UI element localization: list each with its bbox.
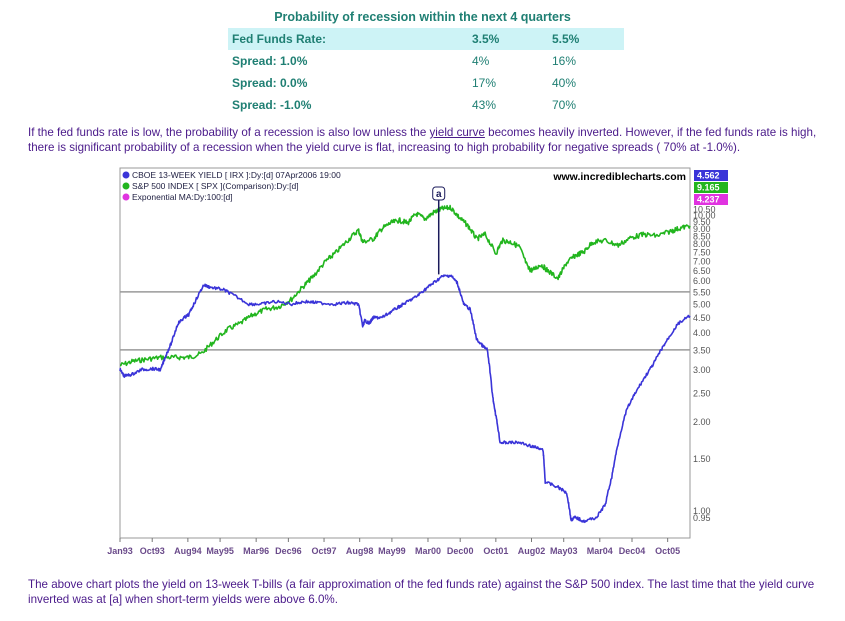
legend-entry: Exponential MA:Dy:100:[d] <box>132 192 233 202</box>
last-value-label: 4.562 <box>697 171 720 181</box>
x-tick-label: Oct97 <box>312 546 337 556</box>
y-tick-label: 5.00 <box>693 300 711 310</box>
x-tick-label: Mar96 <box>243 546 269 556</box>
x-tick-label: Aug94 <box>174 546 202 556</box>
probability-cell: 4% <box>472 54 490 68</box>
last-value-label: 4.237 <box>697 195 720 205</box>
probability-cell: 17% <box>472 76 497 90</box>
y-tick-label: 0.95 <box>693 513 711 523</box>
probability-header-row: Fed Funds Rate: 3.5% 5.5% <box>228 28 624 50</box>
last-value-badge <box>694 182 728 193</box>
x-tick-label: Jan93 <box>107 546 133 556</box>
legend-marker <box>122 182 130 190</box>
spread-label: Spread: 0.0% <box>232 76 308 90</box>
y-tick-label: 1.50 <box>693 454 711 464</box>
annotation-box <box>432 186 446 201</box>
y-tick-label: 10.50 <box>693 204 716 214</box>
y-tick-label: 7.50 <box>693 247 711 257</box>
last-value-label: 9.165 <box>697 183 720 193</box>
yield-curve-link[interactable]: yield curve <box>429 126 485 139</box>
legend-marker <box>122 193 130 201</box>
irx-series-line <box>119 274 691 524</box>
probability-row: Spread: -1.0% 43% 70% <box>228 94 624 116</box>
last-value-badge <box>694 194 728 205</box>
y-tick-label: 7.00 <box>693 256 711 266</box>
probability-cell: 70% <box>552 98 577 112</box>
y-tick-label: 4.00 <box>693 328 711 338</box>
probability-cell: 43% <box>472 98 497 112</box>
legend-entry: S&P 500 INDEX [ SPX ](Comparison):Dy:[d] <box>132 181 299 191</box>
x-tick-label: May95 <box>206 546 234 556</box>
y-tick-label: 1.00 <box>693 506 711 516</box>
legend-entry: CBOE 13-WEEK YIELD [ IRX ]:Dy:[d] 07Apr2… <box>132 170 341 180</box>
y-tick-label: 4.50 <box>693 313 711 323</box>
x-tick-label: Dec04 <box>619 546 646 556</box>
plot-frame <box>119 167 691 539</box>
y-tick-label: 10.00 <box>693 211 716 221</box>
y-tick-label: 2.50 <box>693 389 711 399</box>
x-tick-label: Mar04 <box>587 546 613 556</box>
y-tick-label: 8.00 <box>693 239 711 249</box>
y-tick-label: 3.50 <box>693 345 711 355</box>
y-tick-label: 6.50 <box>693 266 711 276</box>
probability-row: Spread: 1.0% 4% 16% <box>228 50 624 72</box>
y-tick-label: 9.00 <box>693 224 711 234</box>
x-tick-label: Oct01 <box>483 546 508 556</box>
chart-caption: The above chart plots the yield on 13-we… <box>28 578 815 606</box>
legend-marker <box>122 171 130 179</box>
y-tick-label: 2.00 <box>693 417 711 427</box>
probability-cell: 40% <box>552 76 577 90</box>
probability-row: Spread: 0.0% 17% 40% <box>228 72 624 94</box>
x-tick-label: Mar00 <box>415 546 441 556</box>
last-value-badge <box>694 170 728 181</box>
annotation-label: a <box>436 189 442 200</box>
x-tick-label: Aug02 <box>518 546 546 556</box>
x-tick-label: Aug98 <box>346 546 374 556</box>
spread-label: Spread: 1.0% <box>232 54 308 68</box>
fed-rate-col2: 5.5% <box>548 28 624 50</box>
x-tick-label: May99 <box>378 546 406 556</box>
y-tick-label: 6.00 <box>693 276 711 286</box>
y-tick-label: 3.00 <box>693 365 711 375</box>
x-tick-label: Dec96 <box>275 546 302 556</box>
paragraph-text: If the fed funds rate is low, the probab… <box>28 126 430 139</box>
y-tick-label: 8.50 <box>693 231 711 241</box>
x-tick-label: May03 <box>550 546 578 556</box>
y-tick-label: 9.50 <box>693 217 711 227</box>
paragraph-text: becomes heavily inverted. However, if th… <box>28 126 817 154</box>
probability-table: Fed Funds Rate: 3.5% 5.5% Spread: 1.0% 4… <box>228 28 624 116</box>
x-tick-label: Dec00 <box>447 546 474 556</box>
spx-series-line <box>120 204 691 367</box>
fed-rate-col1: 3.5% <box>468 28 548 50</box>
explanation-paragraph: If the fed funds rate is low, the probab… <box>28 125 828 155</box>
watermark-text: www.incrediblecharts.com <box>552 171 686 183</box>
x-tick-label: Oct05 <box>655 546 680 556</box>
spread-label: Spread: -1.0% <box>232 98 312 112</box>
fed-funds-rate-label: Fed Funds Rate: <box>228 28 468 50</box>
y-tick-label: 5.50 <box>693 287 711 297</box>
probability-cell: 16% <box>552 54 577 68</box>
x-tick-label: Oct93 <box>140 546 165 556</box>
probability-title: Probability of recession within the next… <box>274 10 571 24</box>
